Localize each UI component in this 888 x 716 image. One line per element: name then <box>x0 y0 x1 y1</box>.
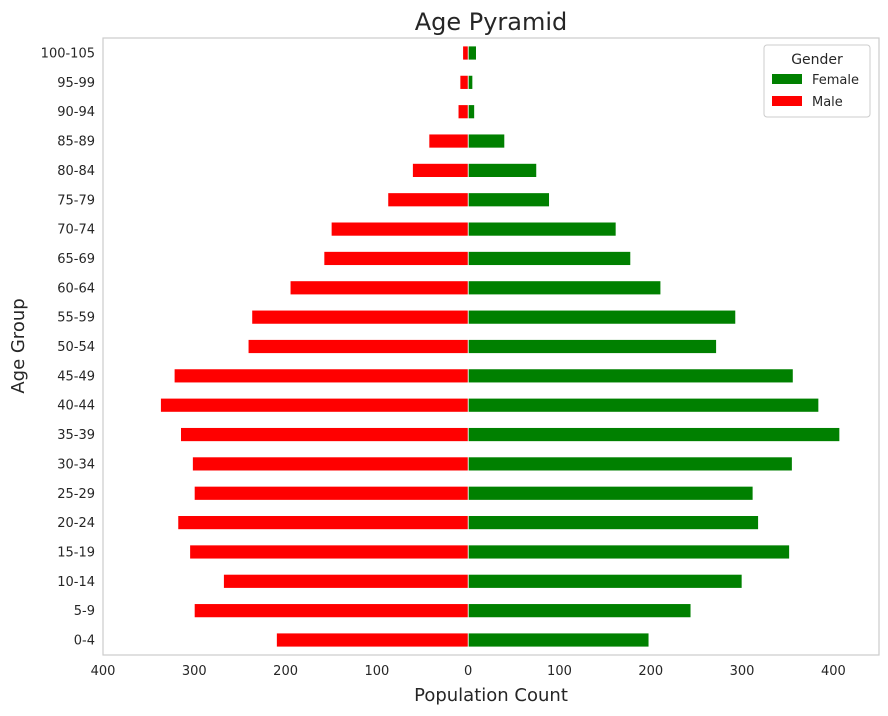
bar-male-50-54 <box>247 339 469 354</box>
bar-male-75-79 <box>387 192 469 208</box>
legend-label-female: Female <box>812 73 859 88</box>
bar-female-70-74 <box>467 221 617 237</box>
y-tick-label: 35-39 <box>57 428 95 443</box>
bar-female-60-64 <box>467 280 662 296</box>
y-tick-label: 95-99 <box>57 76 95 91</box>
y-tick-label: 55-59 <box>57 311 95 326</box>
y-tick-label: 40-44 <box>57 399 95 414</box>
bar-female-15-19 <box>467 544 790 560</box>
y-tick-label: 80-84 <box>57 164 95 179</box>
bar-male-65-69 <box>323 251 469 266</box>
y-tick-label: 0-4 <box>74 634 95 649</box>
x-tick-label: 300 <box>730 664 755 679</box>
bar-male-35-39 <box>180 427 469 442</box>
bar-male-45-49 <box>173 368 469 384</box>
x-tick-label: 200 <box>273 664 298 679</box>
bar-male-60-64 <box>289 280 469 296</box>
y-tick-label: 10-14 <box>57 575 95 590</box>
y-tick-label: 70-74 <box>57 223 95 238</box>
bar-female-5-9 <box>467 603 692 619</box>
bar-male-40-44 <box>160 397 469 413</box>
x-tick-label: 300 <box>182 664 207 679</box>
x-tick-label: 100 <box>547 664 572 679</box>
x-tick-label: 400 <box>821 664 846 679</box>
y-axis-title: Age Group <box>8 298 29 393</box>
legend-title: Gender <box>791 52 843 68</box>
chart-title: Age Pyramid <box>415 8 568 36</box>
y-tick-label: 30-34 <box>57 457 95 472</box>
bar-female-30-34 <box>467 456 793 472</box>
x-tick-label: 0 <box>464 664 472 679</box>
bar-male-0-4 <box>276 632 469 648</box>
x-tick-label: 400 <box>91 664 116 679</box>
y-tick-label: 15-19 <box>57 545 95 560</box>
bar-female-0-4 <box>467 632 650 648</box>
bar-male-95-99 <box>459 74 469 90</box>
bar-male-25-29 <box>193 485 469 501</box>
y-tick-label: 60-64 <box>57 281 95 296</box>
bar-female-50-54 <box>467 339 717 354</box>
legend-label-male: Male <box>812 95 843 110</box>
bar-male-20-24 <box>177 515 469 530</box>
x-axis-title: Population Count <box>414 685 568 706</box>
y-tick-label: 45-49 <box>57 369 95 384</box>
bars-group <box>160 45 841 648</box>
bar-male-10-14 <box>223 573 469 589</box>
bar-male-90-94 <box>457 104 469 120</box>
y-tick-labels: 0-4 5-9 10-14 15-19 20-24 25-29 30-34 35-39 40-4… <box>41 47 95 649</box>
y-tick-label: 85-89 <box>57 135 95 150</box>
bar-male-30-34 <box>192 456 469 472</box>
bar-male-55-59 <box>251 309 469 325</box>
legend-swatch-male <box>772 96 802 106</box>
bar-female-80-84 <box>467 162 538 178</box>
bar-male-80-84 <box>412 162 469 178</box>
y-tick-label: 65-69 <box>57 252 95 267</box>
bar-male-85-89 <box>428 133 469 149</box>
bar-female-75-79 <box>467 192 550 208</box>
bar-female-85-89 <box>467 133 506 149</box>
bar-male-100-105 <box>462 45 469 61</box>
bar-female-100-105 <box>467 45 477 61</box>
legend: Gender Female Male <box>763 44 871 118</box>
bar-female-20-24 <box>467 515 759 530</box>
bar-female-55-59 <box>467 309 737 325</box>
bar-female-35-39 <box>467 427 841 442</box>
y-tick-label: 90-94 <box>57 105 95 120</box>
bar-male-70-74 <box>330 221 469 237</box>
bar-female-25-29 <box>467 485 754 501</box>
y-tick-label: 5-9 <box>74 604 95 619</box>
legend-swatch-female <box>772 74 802 84</box>
bar-female-40-44 <box>467 397 820 413</box>
bar-female-65-69 <box>467 251 632 266</box>
bar-female-95-99 <box>467 74 474 90</box>
bar-male-5-9 <box>193 603 469 619</box>
bar-male-15-19 <box>189 544 469 560</box>
y-tick-label: 100-105 <box>41 47 95 62</box>
y-tick-label: 25-29 <box>57 487 95 502</box>
y-tick-label: 75-79 <box>57 193 95 208</box>
y-tick-label: 20-24 <box>57 516 95 531</box>
bar-female-45-49 <box>467 368 794 384</box>
bar-female-90-94 <box>467 104 475 120</box>
x-tick-label: 200 <box>638 664 663 679</box>
x-tick-labels: 400 300 200 100 0 100 200 300 400 <box>91 664 846 679</box>
bar-female-10-14 <box>467 573 743 589</box>
y-tick-label: 50-54 <box>57 340 95 355</box>
x-tick-label: 100 <box>364 664 389 679</box>
